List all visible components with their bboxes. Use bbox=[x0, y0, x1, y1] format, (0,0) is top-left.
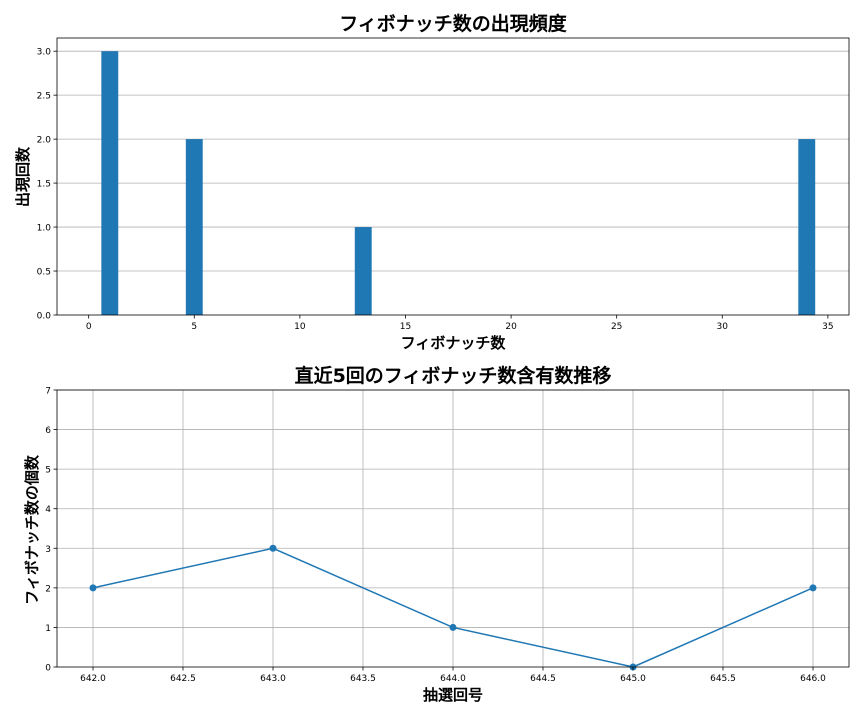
x-tick-label: 646.0 bbox=[800, 674, 826, 684]
x-tick-label: 643.0 bbox=[260, 674, 286, 684]
x-tick-label: 35 bbox=[822, 322, 833, 332]
y-tick-label: 7 bbox=[45, 387, 51, 397]
y-tick-label: 5 bbox=[45, 466, 51, 476]
y-tick-label: 2.5 bbox=[37, 92, 51, 102]
x-tick-label: 20 bbox=[505, 322, 517, 332]
y-tick-label: 1 bbox=[45, 624, 51, 634]
x-tick-label: 642.5 bbox=[170, 674, 196, 684]
x-ticks: 642.0 642.5 643.0 643.5 644.0 644.5 645.0 645.5… bbox=[80, 667, 826, 684]
y-axis-label: 出現回数 bbox=[14, 146, 32, 207]
y-axis-label: フィボナッチ数の個数 bbox=[23, 454, 41, 605]
x-tick-label: 15 bbox=[400, 322, 411, 332]
x-tick-label: 645.0 bbox=[620, 674, 646, 684]
trend-line-chart: 直近5回のフィボナッチ数含有数推移 642.0 642.5 643.0 643.5 64… bbox=[23, 364, 850, 704]
y-tick-label: 0.0 bbox=[37, 312, 52, 322]
y-tick-label: 3 bbox=[45, 545, 51, 555]
data-point bbox=[449, 623, 457, 631]
x-ticks: 0 5 10 15 20 25 30 35 bbox=[86, 315, 834, 332]
x-axis-label: フィボナッチ数 bbox=[401, 334, 507, 352]
x-axis-label: 抽選回号 bbox=[423, 686, 483, 704]
plot-frame bbox=[56, 37, 850, 316]
y-tick-label: 3.0 bbox=[37, 48, 52, 58]
x-tick-label: 30 bbox=[717, 322, 729, 332]
x-tick-label: 10 bbox=[294, 322, 306, 332]
y-tick-label: 6 bbox=[45, 426, 51, 436]
bar bbox=[101, 51, 119, 315]
data-point bbox=[809, 584, 817, 592]
bars bbox=[101, 51, 816, 315]
x-tick-label: 644.0 bbox=[440, 674, 466, 684]
y-tick-label: 0.5 bbox=[37, 268, 51, 278]
bar bbox=[798, 139, 816, 315]
chart-title: 直近5回のフィボナッチ数含有数推移 bbox=[295, 364, 612, 387]
bar bbox=[185, 139, 203, 315]
data-point bbox=[269, 544, 277, 552]
y-ticks: 0 1 2 3 4 5 6 7 bbox=[45, 387, 57, 674]
x-tick-label: 644.5 bbox=[530, 674, 556, 684]
y-ticks: 0.0 0.5 1.0 1.5 2.0 2.5 3.0 bbox=[37, 48, 57, 322]
bar bbox=[354, 227, 372, 315]
frequency-bar-chart: フィボナッチ数の出現頻度 0 5 10 15 20 25 30 35 0.0 0.5 1.0 1.5… bbox=[14, 12, 850, 352]
data-point bbox=[89, 584, 97, 592]
x-tick-label: 25 bbox=[611, 322, 622, 332]
y-tick-label: 1.0 bbox=[37, 224, 52, 234]
x-tick-label: 0 bbox=[86, 322, 92, 332]
y-tick-label: 2.0 bbox=[37, 136, 52, 146]
chart-title: フィボナッチ数の出現頻度 bbox=[339, 12, 568, 35]
grid-lines bbox=[57, 50, 849, 272]
y-tick-label: 1.5 bbox=[37, 180, 51, 190]
line-series bbox=[89, 544, 817, 671]
y-tick-label: 4 bbox=[45, 505, 51, 515]
y-tick-label: 0 bbox=[45, 664, 51, 674]
x-tick-label: 642.0 bbox=[80, 674, 106, 684]
x-tick-label: 643.5 bbox=[350, 674, 376, 684]
x-tick-label: 645.5 bbox=[710, 674, 736, 684]
y-tick-label: 2 bbox=[45, 584, 51, 594]
x-tick-label: 5 bbox=[191, 322, 197, 332]
